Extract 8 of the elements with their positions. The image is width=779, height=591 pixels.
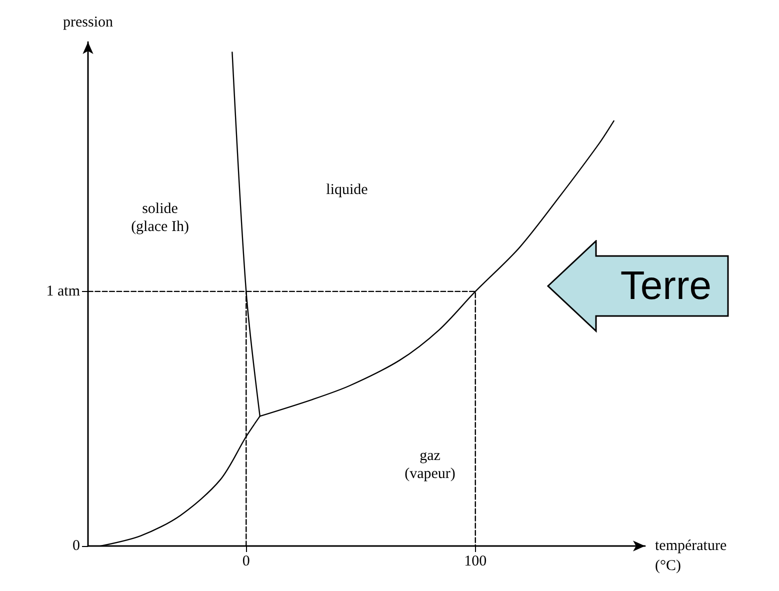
x-axis-title: température (°C) xyxy=(655,538,727,574)
annotation: liquide xyxy=(326,182,368,198)
y-tick-label: 1 atm xyxy=(46,283,80,300)
x-tick-label: 100 xyxy=(464,554,487,570)
y-axis-title: pression xyxy=(63,14,114,30)
annotation: solide (glace Ih) xyxy=(131,201,189,235)
annotation: Terre xyxy=(619,263,713,310)
annotation: gaz (vapeur) xyxy=(404,448,456,482)
